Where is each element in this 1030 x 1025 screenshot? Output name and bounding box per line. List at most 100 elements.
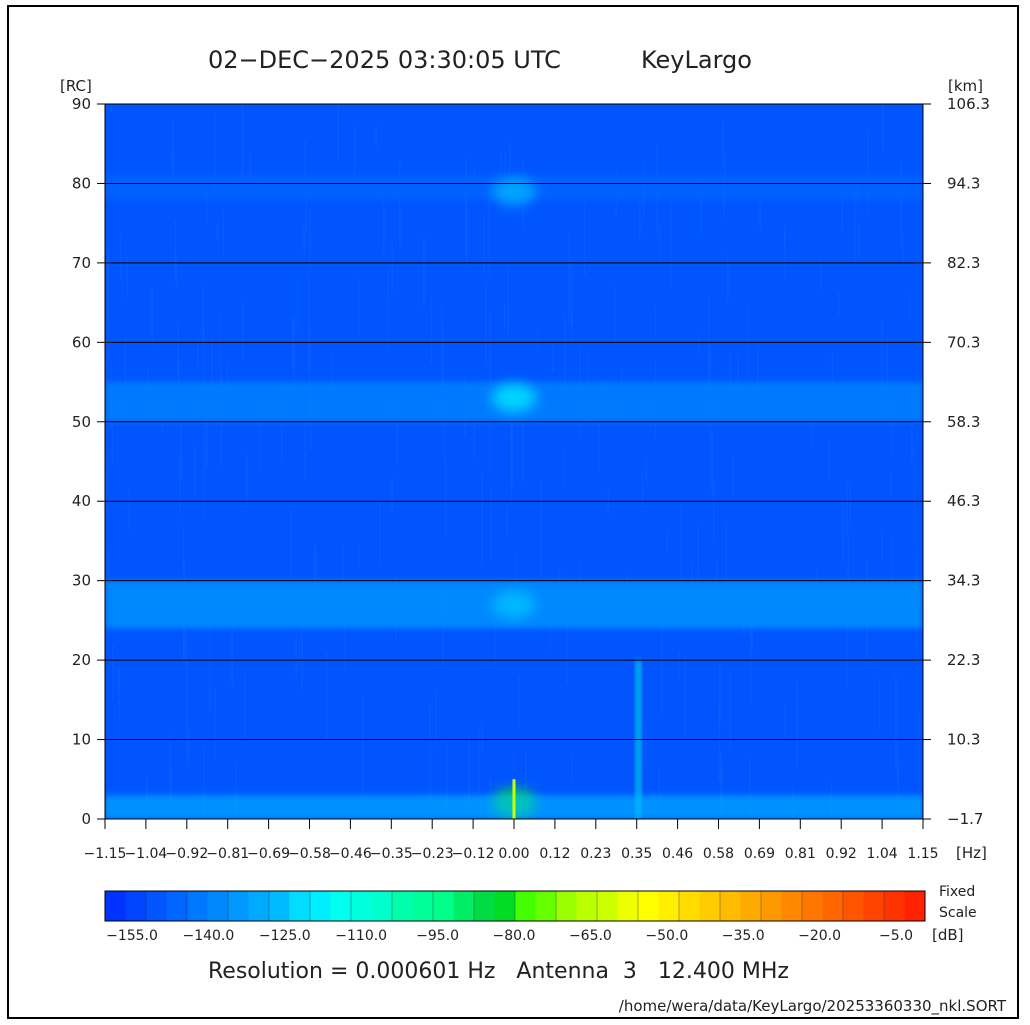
heatmap-speckle	[314, 546, 317, 579]
heatmap-speckle	[117, 670, 119, 692]
heatmap-speckle	[128, 487, 131, 531]
heatmap-speckle	[700, 177, 703, 235]
heatmap-speckle	[759, 199, 761, 230]
heatmap-speckle	[430, 297, 433, 365]
colorbar-tick-label: −20.0	[798, 928, 841, 944]
colorbar-swatch	[576, 891, 598, 921]
colorbar-swatch	[187, 891, 208, 921]
heatmap-speckle	[846, 597, 848, 688]
heatmap-speckle	[441, 307, 443, 390]
heatmap-speckle	[326, 652, 328, 741]
heatmap-speckle	[846, 481, 848, 536]
colorbar-swatch	[699, 891, 721, 921]
heatmap-speckle	[645, 455, 648, 483]
colorbar-swatch	[781, 891, 803, 921]
heatmap-speckle	[429, 705, 431, 733]
heatmap-speckle	[214, 113, 216, 193]
heatmap-speckle	[423, 235, 425, 309]
colorbar-swatch	[822, 891, 844, 921]
heatmap-speckle	[344, 607, 346, 671]
heatmap-speckle	[182, 627, 185, 661]
heatmap-speckle	[678, 651, 680, 679]
heatmap-speckle	[118, 666, 121, 721]
heatmap-speckle	[725, 520, 728, 603]
colorbar-swatch	[761, 891, 782, 921]
right-axis-unit: [km]	[948, 77, 983, 95]
right-tick-label: 46.3	[947, 492, 980, 510]
colorbar-swatch	[228, 891, 249, 921]
colorbar-swatch	[904, 891, 926, 921]
heatmap-speckle	[732, 456, 734, 496]
x-tick-label: 0.81	[785, 846, 816, 862]
heatmap-speckle	[890, 420, 893, 455]
heatmap-speckle	[494, 622, 496, 665]
colorbar-swatch	[310, 891, 331, 921]
heatmap-speckle	[180, 457, 183, 481]
left-axis-unit: [RC]	[60, 77, 92, 95]
x-tick-label: −0.81	[206, 846, 249, 862]
heatmap-speckle	[478, 727, 480, 795]
heatmap-speckle	[488, 419, 491, 470]
heatmap-speckle	[194, 445, 196, 499]
heatmap-speckle	[509, 141, 511, 184]
heatmap-speckle	[126, 255, 129, 298]
heatmap-speckle	[881, 321, 883, 412]
heatmap-speckle	[639, 201, 641, 240]
heatmap-speckle	[108, 547, 110, 575]
right-tick-label: 82.3	[947, 254, 980, 272]
heatmap-speckle	[483, 215, 486, 275]
heatmap-speckle	[211, 336, 213, 398]
heatmap-speckle	[921, 114, 923, 136]
heatmap-speckle	[481, 722, 484, 752]
heatmap-speckle	[235, 761, 237, 819]
x-tick-label: 0.00	[498, 846, 529, 862]
heatmap-speckle	[897, 766, 899, 819]
heatmap-blob	[492, 383, 536, 412]
heatmap-speckle	[563, 452, 565, 487]
heatmap-speckle	[891, 539, 894, 587]
x-tick-label: −0.23	[411, 846, 454, 862]
heatmap-speckle	[174, 220, 177, 280]
left-tick-label: 70	[72, 254, 91, 272]
colorbar-swatch	[453, 891, 475, 921]
heatmap-speckle	[598, 391, 600, 472]
right-tick-label: 94.3	[947, 174, 980, 192]
heatmap-speckle	[729, 673, 731, 749]
heatmap-speckle	[819, 258, 822, 291]
heatmap-speckle	[226, 361, 229, 402]
heatmap-speckle	[828, 440, 830, 480]
colorbar-tick-label: −35.0	[722, 928, 765, 944]
heatmap-speckle	[178, 356, 180, 383]
heatmap-speckle	[280, 385, 283, 461]
heatmap-speckle	[304, 420, 307, 482]
heatmap-speckle	[337, 104, 339, 161]
heatmap-blob	[492, 590, 536, 619]
colorbar-label-scale: Scale	[939, 905, 977, 921]
heatmap-speckle	[342, 546, 344, 611]
heatmap-speckle	[842, 500, 844, 562]
heatmap-speckle	[680, 503, 683, 589]
heatmap-speckle	[515, 556, 517, 589]
heatmap-speckle	[510, 417, 513, 505]
heatmap-speckle	[552, 340, 554, 373]
heatmap-speckle	[867, 128, 869, 215]
heatmap-speckle	[391, 476, 393, 515]
heatmap-speckle	[219, 316, 222, 388]
heatmap-speckle	[566, 608, 568, 685]
heatmap-speckle	[784, 231, 786, 280]
heatmap-speckle	[241, 106, 244, 194]
heatmap-speckle	[708, 294, 710, 392]
x-tick-label: 1.04	[867, 846, 898, 862]
heatmap-speckle	[182, 525, 185, 572]
colorbar-tick-label: −80.0	[493, 928, 536, 944]
heatmap-speckle	[895, 675, 897, 770]
heatmap-speckle	[654, 304, 657, 339]
x-axis: −1.15−1.04−0.92−0.81−0.69−0.58−0.46−0.35…	[84, 819, 939, 862]
left-tick-label: 90	[72, 95, 91, 113]
heatmap-speckle	[889, 471, 892, 495]
colorbar-swatch	[597, 891, 618, 921]
heatmap-speckle	[536, 329, 539, 351]
heatmap-speckle	[379, 501, 382, 568]
colorbar-swatch	[535, 891, 557, 921]
heatmap-speckle	[111, 402, 113, 466]
